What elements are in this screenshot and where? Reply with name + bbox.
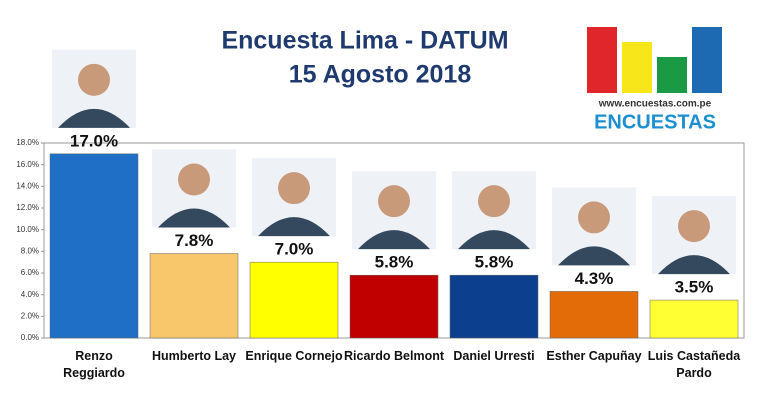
x-tick-label-box: Daniel Urresti xyxy=(453,349,535,363)
bar xyxy=(449,274,539,339)
bar xyxy=(349,274,439,339)
y-tick-label: 12.0% xyxy=(16,203,39,212)
x-tick-label: Ricardo Belmont xyxy=(344,349,444,363)
bar xyxy=(249,261,339,339)
logo-block xyxy=(692,27,722,93)
bar xyxy=(149,253,239,339)
logo-block xyxy=(587,27,617,93)
photo-body xyxy=(58,108,130,128)
bar xyxy=(549,291,639,339)
chart-title: Encuesta Lima - DATUM xyxy=(221,27,508,55)
photo-body xyxy=(358,230,430,250)
y-tick-label: 10.0% xyxy=(16,225,39,234)
value-label: 5.8% xyxy=(375,253,414,272)
y-tick-label: 18.0% xyxy=(16,138,39,147)
y-tick-label: 8.0% xyxy=(21,246,39,255)
y-tick-label: 16.0% xyxy=(16,160,39,169)
photo-body xyxy=(558,246,630,266)
logo-name: ENCUESTAS xyxy=(594,111,716,133)
x-tick-label-box: Renzo Reggiardo xyxy=(63,349,125,380)
x-tick-label: Daniel Urresti xyxy=(453,349,535,363)
value-label: 7.8% xyxy=(175,231,214,250)
x-tick-label: Esther Capuñay xyxy=(546,349,642,363)
logo-block xyxy=(657,57,687,93)
x-tick-label-box: Enrique Cornejo xyxy=(245,349,343,363)
y-tick-label: 4.0% xyxy=(21,290,39,299)
value-label: 7.0% xyxy=(275,240,314,259)
photo-head xyxy=(678,210,710,243)
y-tick-label: 2.0% xyxy=(21,311,39,320)
x-tick-label: Humberto Lay xyxy=(151,349,237,363)
photo-body xyxy=(658,255,730,275)
y-tick-label: 0.0% xyxy=(21,333,39,342)
logo: www.encuestas.com.pe ENCUESTAS xyxy=(587,27,722,133)
photo-head xyxy=(578,201,610,234)
value-label: 3.5% xyxy=(675,278,714,297)
logo-block xyxy=(622,42,652,93)
photo-head xyxy=(478,185,510,218)
photo-body xyxy=(258,217,330,237)
y-tick-label: 6.0% xyxy=(21,268,39,277)
x-tick-label-box: Humberto Lay xyxy=(151,349,237,363)
photo-head xyxy=(278,172,310,205)
photo-head xyxy=(78,63,110,96)
photo-head xyxy=(178,163,210,196)
y-tick-label: 14.0% xyxy=(16,181,39,190)
x-tick-label: Luis Castañeda Pardo xyxy=(647,349,741,380)
logo-url: www.encuestas.com.pe xyxy=(598,99,712,110)
x-tick-label: Renzo Reggiardo xyxy=(63,349,125,380)
x-tick-label: Enrique Cornejo xyxy=(245,349,343,363)
x-tick-label-box: Ricardo Belmont xyxy=(344,349,444,363)
value-label: 4.3% xyxy=(575,269,614,288)
photo-body xyxy=(158,208,230,228)
photo-head xyxy=(378,185,410,218)
photo-body xyxy=(458,230,530,250)
x-tick-label-box: Luis Castañeda Pardo xyxy=(647,349,741,380)
x-tick-label-box: Esther Capuñay xyxy=(546,349,642,363)
bar xyxy=(649,299,739,339)
value-label: 17.0% xyxy=(70,131,118,150)
chart-subtitle: 15 Agosto 2018 xyxy=(289,61,472,89)
bar xyxy=(49,153,139,339)
value-label: 5.8% xyxy=(475,253,514,272)
